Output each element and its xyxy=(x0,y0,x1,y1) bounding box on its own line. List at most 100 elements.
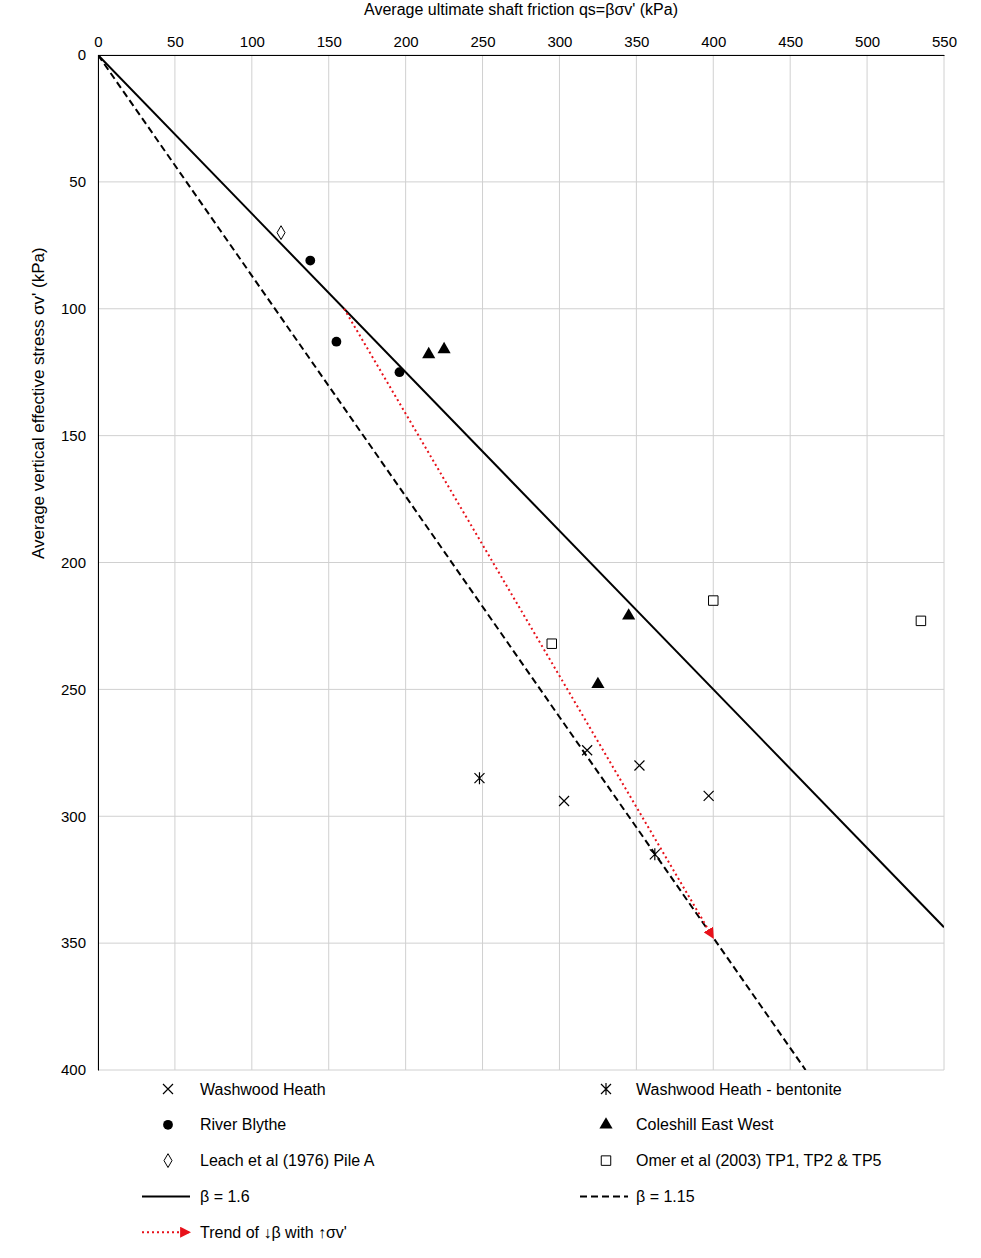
tick: 500 xyxy=(855,33,880,55)
tick-label: 150 xyxy=(317,33,342,50)
marks xyxy=(98,55,944,1070)
tick: 250 xyxy=(471,33,496,55)
point xyxy=(474,772,484,784)
point xyxy=(559,796,569,806)
legend-label: River Blythe xyxy=(200,1116,286,1133)
legend-item: β = 1.15 xyxy=(580,1188,695,1205)
legend-item: Washwood Heath - bentonite xyxy=(601,1081,842,1098)
legend-label: Washwood Heath - bentonite xyxy=(636,1081,842,1098)
tick-label: 300 xyxy=(547,33,572,50)
tick: 0 xyxy=(94,33,102,55)
tick-label: 400 xyxy=(61,1061,86,1078)
legend-item: Omer et al (2003) TP1, TP2 & TP5 xyxy=(601,1152,881,1169)
tick: 300 xyxy=(547,33,572,55)
point xyxy=(916,616,925,625)
legend-item: River Blythe xyxy=(163,1116,286,1133)
legend-symbol xyxy=(142,1195,190,1197)
grid-line xyxy=(98,55,99,1070)
point xyxy=(547,639,556,648)
point xyxy=(634,761,644,771)
legend-item: β = 1.6 xyxy=(142,1188,250,1205)
axis-line xyxy=(98,56,99,1071)
legend-label: Washwood Heath xyxy=(200,1081,326,1098)
line xyxy=(98,55,806,1070)
legend-label: Trend of ↓β with ↑σv' xyxy=(200,1224,347,1241)
legend: Washwood Heath Washwood Heath - bentonite… xyxy=(142,1081,882,1241)
tick: 100 xyxy=(240,33,265,55)
grid-line xyxy=(98,1070,944,1071)
point xyxy=(422,347,435,358)
point xyxy=(332,337,342,347)
tick: 400 xyxy=(61,1061,98,1078)
line xyxy=(344,309,713,938)
legend-symbol xyxy=(599,1117,612,1128)
point xyxy=(709,596,718,605)
tick: 100 xyxy=(61,300,98,317)
legend-symbol xyxy=(163,1120,173,1130)
legend-item: Washwood Heath xyxy=(163,1081,326,1098)
tick: 200 xyxy=(61,554,98,571)
tick-label: 250 xyxy=(471,33,496,50)
tick: 550 xyxy=(932,33,957,55)
legend-symbol xyxy=(580,1195,628,1197)
tick: 350 xyxy=(61,934,98,951)
legend-symbol xyxy=(164,1154,172,1168)
tick: 50 xyxy=(167,33,184,55)
tick-label: 50 xyxy=(69,173,86,190)
tick: 450 xyxy=(778,33,803,55)
grid xyxy=(98,55,944,1070)
plot: 0 50 100 150 200 250 300 350 400 450 500 550 0 50 100 1… xyxy=(61,33,957,1078)
line xyxy=(98,55,944,927)
tick: 250 xyxy=(61,681,98,698)
y-axis-title: Average vertical effective stress σv' (k… xyxy=(29,247,48,559)
y-axis: 0 50 100 150 200 250 300 350 400 xyxy=(61,46,99,1078)
legend-item: Trend of ↓β with ↑σv' xyxy=(142,1224,347,1241)
tick-label: 0 xyxy=(94,33,102,50)
tick-label: 500 xyxy=(855,33,880,50)
tick: 150 xyxy=(61,427,98,444)
axis-line xyxy=(99,55,945,56)
tick-label: 100 xyxy=(61,300,86,317)
grid-line xyxy=(98,55,944,56)
tick: 0 xyxy=(78,46,98,63)
legend-label: β = 1.6 xyxy=(200,1188,250,1205)
tick-label: 150 xyxy=(61,427,86,444)
tick-label: 250 xyxy=(61,681,86,698)
grid-line xyxy=(98,816,944,817)
legend-label: Leach et al (1976) Pile A xyxy=(200,1152,375,1169)
legend-symbol xyxy=(601,1083,611,1095)
grid-line xyxy=(98,308,944,309)
tick: 300 xyxy=(61,808,98,825)
tick-label: 200 xyxy=(61,554,86,571)
point xyxy=(438,342,451,353)
legend-symbol xyxy=(163,1084,173,1094)
tick-label: 50 xyxy=(167,33,184,50)
grid-line xyxy=(98,435,944,436)
legend-label: β = 1.15 xyxy=(636,1188,695,1205)
tick: 200 xyxy=(394,33,419,55)
tick-label: 200 xyxy=(394,33,419,50)
point xyxy=(305,256,315,266)
point xyxy=(591,677,604,688)
chart: 0 50 100 150 200 250 300 350 400 450 500 550 0 50 100 1… xyxy=(0,0,981,1258)
tick-label: 550 xyxy=(932,33,957,50)
tick-label: 300 xyxy=(61,808,86,825)
legend-symbol xyxy=(601,1156,610,1165)
tick: 350 xyxy=(624,33,649,55)
legend-symbol xyxy=(142,1231,190,1233)
point xyxy=(277,226,285,240)
grid-line xyxy=(98,689,944,690)
grid-line xyxy=(98,181,944,182)
x-axis-title: Average ultimate shaft friction qs=βσv' … xyxy=(364,1,678,18)
grid-line xyxy=(98,943,944,944)
tick-label: 350 xyxy=(61,934,86,951)
tick: 150 xyxy=(317,33,342,55)
tick: 400 xyxy=(701,33,726,55)
tick-label: 100 xyxy=(240,33,265,50)
tick: 50 xyxy=(69,173,98,190)
legend-label: Coleshill East West xyxy=(636,1116,774,1133)
point xyxy=(622,608,635,619)
tick-label: 400 xyxy=(701,33,726,50)
grid-line xyxy=(98,562,944,563)
point xyxy=(704,791,714,801)
